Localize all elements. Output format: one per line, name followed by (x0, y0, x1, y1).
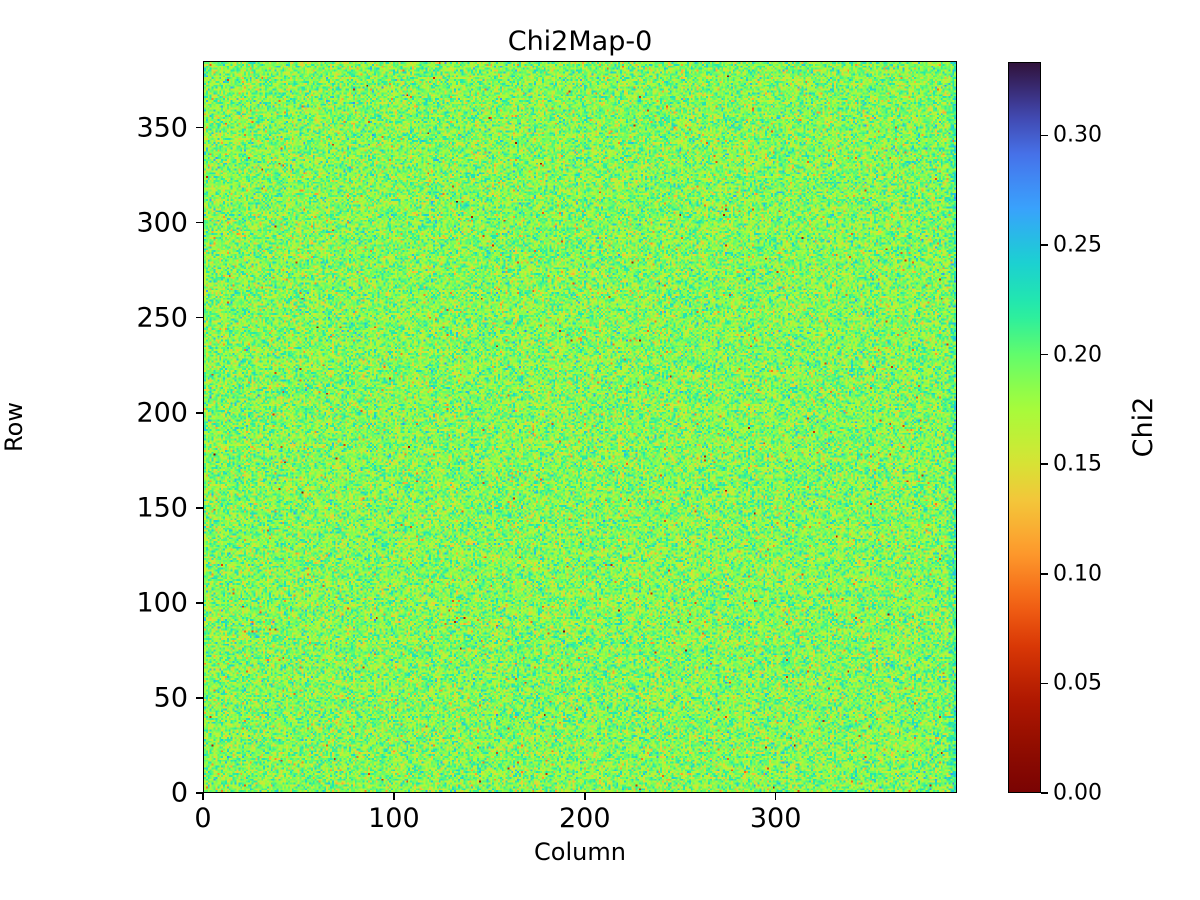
y-tick-label: 150 (136, 492, 188, 524)
y-tick-label: 350 (136, 112, 188, 144)
colorbar-tick-mark (1041, 463, 1048, 465)
colorbar-tick-label: 0.15 (1053, 451, 1102, 477)
colorbar-tick-label: 0.05 (1053, 670, 1102, 696)
colorbar-tick-label: 0.30 (1053, 122, 1102, 148)
x-tick-label: 0 (194, 803, 212, 834)
y-tick-label: 300 (136, 207, 188, 239)
colorbar (1008, 62, 1041, 793)
y-tick-mark (196, 126, 203, 129)
y-tick-mark (196, 697, 203, 699)
colorbar-tick-label: 0.20 (1053, 342, 1102, 368)
y-tick-label: 250 (136, 302, 188, 334)
y-tick-mark (196, 411, 203, 414)
x-tick-mark (393, 793, 395, 800)
x-tick-label: 200 (558, 803, 611, 834)
colorbar-tick-mark (1041, 134, 1048, 137)
y-tick-mark (196, 602, 203, 604)
x-tick-mark (583, 793, 586, 800)
colorbar-gradient (1009, 63, 1040, 792)
colorbar-tick-mark (1041, 353, 1048, 356)
colorbar-label: Chi2 (1128, 396, 1159, 458)
y-axis-label: Row (0, 402, 28, 452)
heatmap-axes (203, 61, 957, 793)
y-tick-mark (196, 221, 203, 224)
x-tick-mark (774, 793, 777, 800)
x-tick-label: 300 (749, 803, 802, 834)
colorbar-tick-mark (1041, 244, 1048, 246)
y-tick-mark (196, 792, 203, 794)
y-tick-label: 50 (153, 682, 188, 714)
x-axis-label: Column (534, 838, 626, 866)
colorbar-tick-label: 0.25 (1053, 232, 1102, 258)
y-tick-label: 0 (170, 777, 188, 809)
y-tick-label: 200 (136, 397, 188, 429)
heatmap-image (204, 62, 956, 792)
colorbar-tick-mark (1041, 682, 1048, 685)
colorbar-tick-mark (1041, 573, 1048, 575)
colorbar-tick-label: 0.10 (1053, 561, 1102, 587)
colorbar-tick-label: 0.00 (1053, 780, 1102, 806)
page-title: Chi2Map-0 (507, 26, 653, 57)
y-tick-mark (196, 507, 203, 509)
y-tick-mark (196, 316, 203, 319)
colorbar-tick-mark (1041, 792, 1048, 794)
y-tick-label: 100 (136, 587, 188, 619)
x-tick-mark (202, 793, 204, 800)
x-tick-label: 100 (368, 803, 420, 834)
